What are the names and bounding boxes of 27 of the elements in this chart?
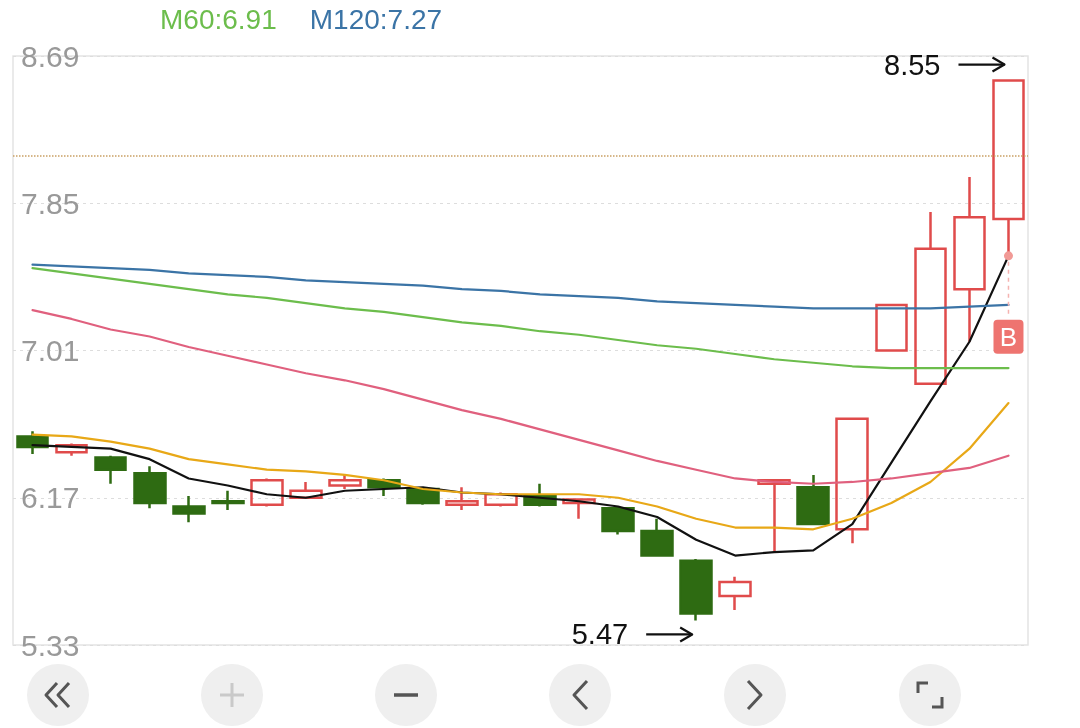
candlestick <box>953 175 986 343</box>
candlestick <box>172 494 206 524</box>
candlestick <box>133 464 167 510</box>
candlestick <box>328 473 362 491</box>
candlestick <box>640 517 674 557</box>
annotation: 8.55 <box>884 48 941 81</box>
line-series <box>31 263 1010 310</box>
candlestick <box>211 489 245 512</box>
candlestick <box>679 557 713 622</box>
candlestick <box>250 477 284 508</box>
y-tick-label: 6.17 <box>21 481 80 515</box>
candlestick <box>835 417 869 545</box>
candlestick <box>94 454 127 485</box>
candlestick <box>601 507 635 536</box>
candlestick <box>718 575 752 612</box>
candlestick <box>796 473 830 526</box>
candlestick <box>875 303 908 352</box>
candlestick <box>914 210 947 386</box>
annotation: B <box>999 321 1018 352</box>
annotation: 5.47 <box>571 618 629 651</box>
text: M120:7.27 <box>309 3 443 35</box>
y-tick-label: 8.69 <box>21 39 80 73</box>
y-tick-label: 7.85 <box>21 186 80 220</box>
text: M60:6.91 <box>160 3 277 35</box>
y-tick-label: 5.33 <box>21 628 80 662</box>
y-tick-label: 7.01 <box>21 334 80 367</box>
candlestick <box>445 485 479 512</box>
